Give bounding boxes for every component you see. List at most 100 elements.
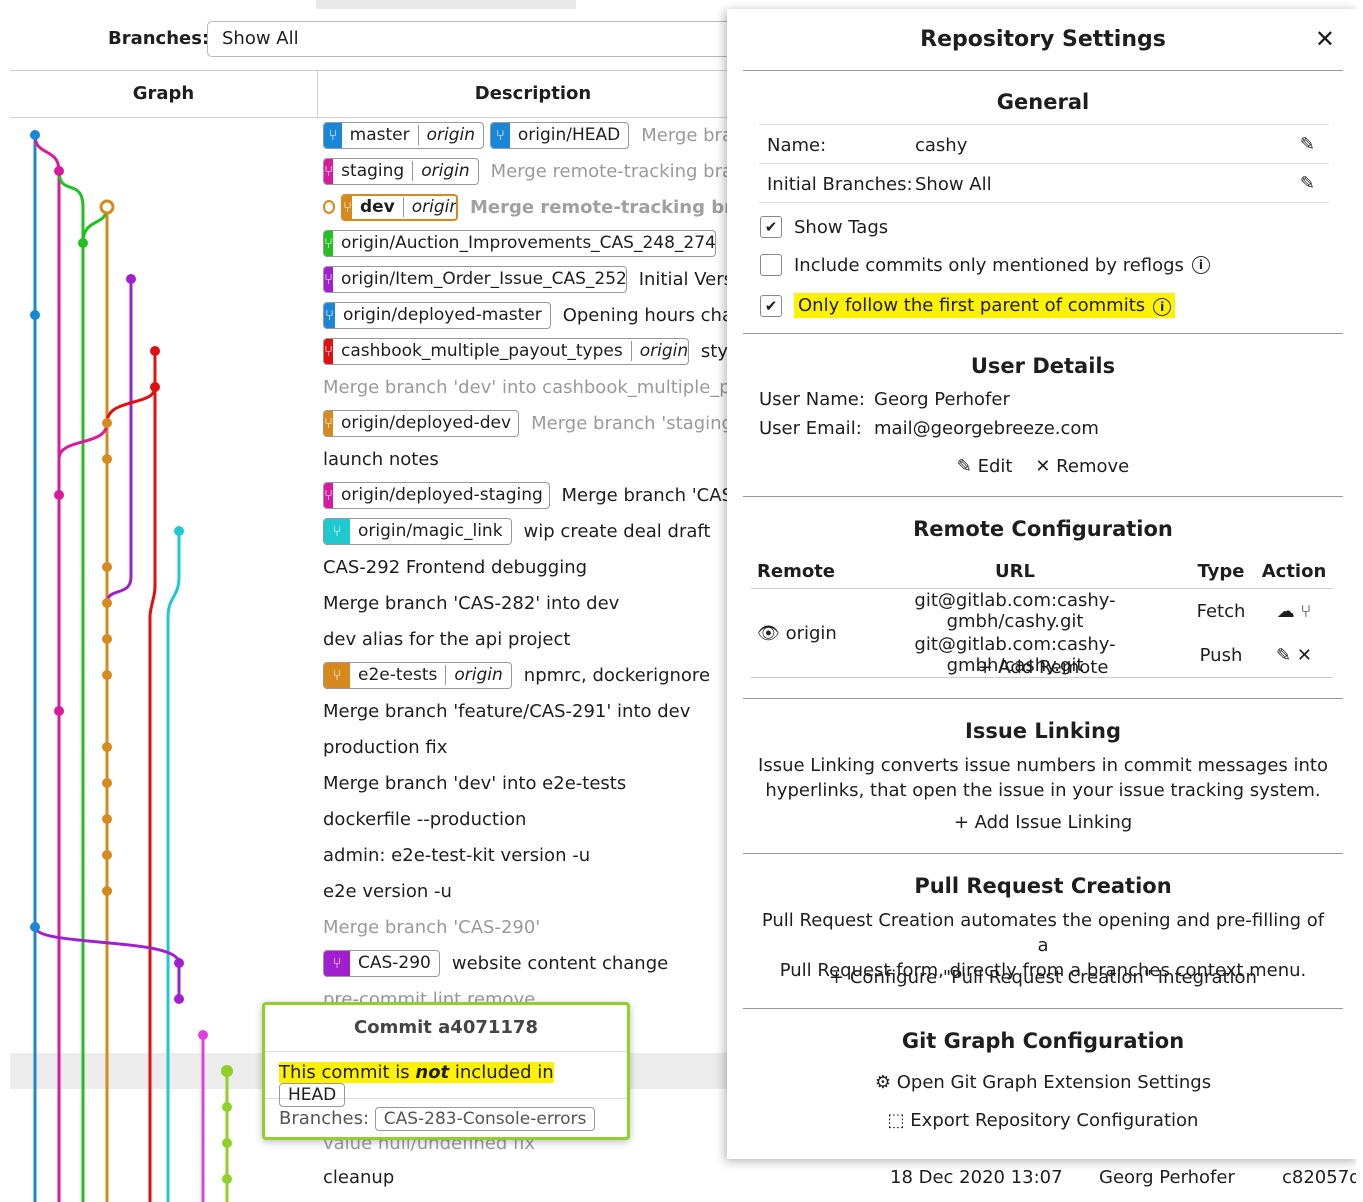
- table-row[interactable]: Merge branch 'dev' into e2e-tests: [323, 765, 733, 801]
- export-config-button[interactable]: ⬚ Export Repository Configuration: [727, 1110, 1359, 1131]
- table-row[interactable]: Merge branch 'CAS-282' into dev: [323, 585, 733, 621]
- close-icon: ✕: [1035, 456, 1051, 477]
- include-reflogs-checkbox[interactable]: Include commits only mentioned by reflog…: [760, 254, 1210, 276]
- tooltip-title: Commit a4071178: [265, 1005, 627, 1052]
- column-header-description[interactable]: Description: [474, 83, 592, 104]
- table-row[interactable]: ⑂ origin/Item_Order_Issue_CAS_252 Initial …: [323, 261, 733, 297]
- checkbox-unchecked-icon[interactable]: [760, 254, 782, 276]
- table-row[interactable]: ⑂ e2e-tests origin npmrc, dockerignore: [323, 657, 733, 693]
- branches-dropdown[interactable]: Show All: [207, 21, 767, 57]
- branch-ref-name: dev: [359, 197, 395, 217]
- commit-message: Initial Vers: [638, 268, 733, 290]
- remove-user-button[interactable]: ✕ Remove: [1035, 456, 1129, 477]
- remote-ref-name: origin: [412, 161, 477, 181]
- table-row[interactable]: launch notes: [323, 441, 733, 477]
- branch-ref[interactable]: ⑂ origin/HEAD: [490, 121, 630, 149]
- branch-ref[interactable]: ⑂ cashbook_multiple_payout_types origin: [323, 337, 689, 365]
- configure-pr-button[interactable]: + Configure "Pull Request Creation" Inte…: [727, 967, 1359, 988]
- branch-icon: ⑂: [324, 410, 334, 436]
- commit-graph[interactable]: [10, 117, 310, 1202]
- close-icon[interactable]: ✕: [1296, 644, 1312, 666]
- table-row[interactable]: Merge branch 'CAS-290': [323, 909, 733, 945]
- table-row[interactable]: e2e version -u: [323, 873, 733, 909]
- branch-ref[interactable]: ⑂ master origin: [323, 121, 485, 149]
- branch-ref[interactable]: ⑂ origin/Item_Order_Issue_CAS_252: [323, 265, 627, 293]
- first-parent-label: Only follow the first parent of commits: [798, 295, 1146, 316]
- branch-ref[interactable]: ⑂ origin/deployed-master: [323, 301, 551, 329]
- table-row[interactable]: admin: e2e-test-kit version -u: [323, 837, 733, 873]
- table-row[interactable]: ⑂ cashbook_multiple_payout_types origin sty…: [323, 333, 733, 369]
- branch-ref-name: origin/magic_link: [358, 521, 503, 541]
- table-row[interactable]: ⑂ origin/deployed-dev Merge branch 'stagin…: [323, 405, 733, 441]
- branch-ref[interactable]: ⑂ origin/Auction_Improvements_CAS_248_274: [323, 229, 716, 257]
- pencil-icon[interactable]: ✎: [1276, 644, 1292, 666]
- tooltip-branches: Branches: CAS-283-Console-errors: [265, 1099, 627, 1139]
- plus-icon: +: [829, 967, 845, 988]
- remote-push-url: git@gitlab.com:cashy-gmbh/cashy.git: [843, 633, 1187, 678]
- add-remote-button[interactable]: + Add Remote: [727, 657, 1359, 678]
- table-row[interactable]: ⑂ origin/deployed-master Opening hours cha: [323, 297, 733, 333]
- commit-message-cleanup[interactable]: cleanup: [323, 1167, 395, 1188]
- table-row[interactable]: ⑂ origin/magic_link wip create deal draft: [323, 513, 733, 549]
- issue-desc-line-2: hyperlinks, that open the issue in your …: [765, 780, 1321, 801]
- remote-ref-name: origin: [417, 125, 483, 145]
- branch-icon: ⑂: [324, 950, 350, 976]
- table-row[interactable]: ⑂ staging origin Merge remote-tracking bra: [323, 153, 733, 189]
- table-row[interactable]: production fix: [323, 729, 733, 765]
- info-icon[interactable]: i: [1191, 256, 1210, 274]
- plus-icon: +: [953, 812, 969, 833]
- table-row[interactable]: ⑂ CAS-290 website content change: [323, 945, 733, 981]
- branch-icon[interactable]: ⑂: [1300, 600, 1312, 622]
- commit-message: wip create deal draft: [523, 520, 711, 542]
- commit-message: styl: [700, 340, 733, 362]
- add-issue-linking-button[interactable]: + Add Issue Linking: [727, 812, 1359, 833]
- branch-ref[interactable]: ⑂ e2e-tests origin: [323, 661, 512, 689]
- remotes-header-remote: Remote: [751, 554, 843, 589]
- branch-ref[interactable]: ⑂ origin/magic_link: [323, 517, 512, 545]
- cloud-download-icon[interactable]: ☁: [1276, 600, 1295, 622]
- table-row[interactable]: ⑂ dev origin Merge remote-tracking br: [323, 189, 733, 225]
- remotes-table: Remote URL Type Action 👁 origin git@gitl…: [751, 554, 1333, 678]
- branch-icon: ⑂: [324, 338, 334, 364]
- branch-ref[interactable]: ⑂ CAS-290: [323, 949, 440, 977]
- pencil-icon[interactable]: ✎: [1299, 134, 1315, 155]
- table-row[interactable]: ⑂ origin/deployed-staging Merge branch 'CA…: [323, 477, 733, 513]
- branch-ref[interactable]: ⑂ dev origin: [340, 193, 458, 221]
- open-extension-settings-button[interactable]: ⚙ Open Git Graph Extension Settings: [727, 1072, 1359, 1093]
- table-row[interactable]: CAS-292 Frontend debugging: [323, 549, 733, 585]
- edit-user-button[interactable]: ✎ Edit: [957, 456, 1013, 477]
- issue-desc-line-1: Issue Linking converts issue numbers in …: [758, 755, 1328, 776]
- close-icon[interactable]: ✕: [1314, 25, 1335, 53]
- divider: [743, 333, 1343, 334]
- column-header-graph[interactable]: Graph: [10, 71, 318, 117]
- table-row[interactable]: Merge branch 'dev' into cashbook_multipl…: [323, 369, 733, 405]
- commit-message: launch notes: [323, 448, 439, 470]
- branches-dropdown-value: Show All: [222, 28, 299, 49]
- first-parent-checkbox[interactable]: ✔ Only follow the first parent of commit…: [760, 293, 1176, 318]
- table-row[interactable]: ⑂ origin/Auction_Improvements_CAS_248_274…: [323, 225, 733, 261]
- checkbox-checked-icon[interactable]: ✔: [760, 294, 782, 317]
- section-title-general: General: [996, 90, 1090, 114]
- commit-message: Merge branch 'staging: [531, 412, 733, 434]
- initial-branches-label: Initial Branches:: [767, 174, 913, 195]
- divider: [743, 70, 1343, 71]
- checkbox-checked-icon[interactable]: ✔: [760, 216, 782, 238]
- table-row[interactable]: dockerfile --production: [323, 801, 733, 837]
- branch-ref[interactable]: ⑂ origin/deployed-staging: [323, 481, 550, 509]
- branch-ref-name: master: [349, 125, 410, 145]
- commit-message: Merge branch 'feature/CAS-291' into dev: [323, 700, 691, 722]
- show-tags-checkbox[interactable]: ✔ Show Tags: [760, 216, 888, 238]
- table-row[interactable]: Merge branch 'feature/CAS-291' into dev: [323, 693, 733, 729]
- table-row[interactable]: ⑂ master origin ⑂ origin/HEAD Merge bra: [323, 117, 733, 153]
- pencil-icon[interactable]: ✎: [1299, 173, 1315, 194]
- branch-icon: ⑂: [324, 122, 342, 148]
- table-row[interactable]: dev alias for the api project: [323, 621, 733, 657]
- open-settings-label: Open Git Graph Extension Settings: [896, 1072, 1212, 1093]
- branch-ref[interactable]: ⑂ staging origin: [323, 157, 479, 185]
- eye-icon[interactable]: 👁: [757, 622, 780, 644]
- info-icon[interactable]: i: [1153, 298, 1172, 316]
- remotes-header-action: Action: [1255, 554, 1333, 589]
- commit-message: CAS-292 Frontend debugging: [323, 556, 588, 578]
- divider: [743, 853, 1343, 854]
- branch-ref[interactable]: ⑂ origin/deployed-dev: [323, 409, 520, 437]
